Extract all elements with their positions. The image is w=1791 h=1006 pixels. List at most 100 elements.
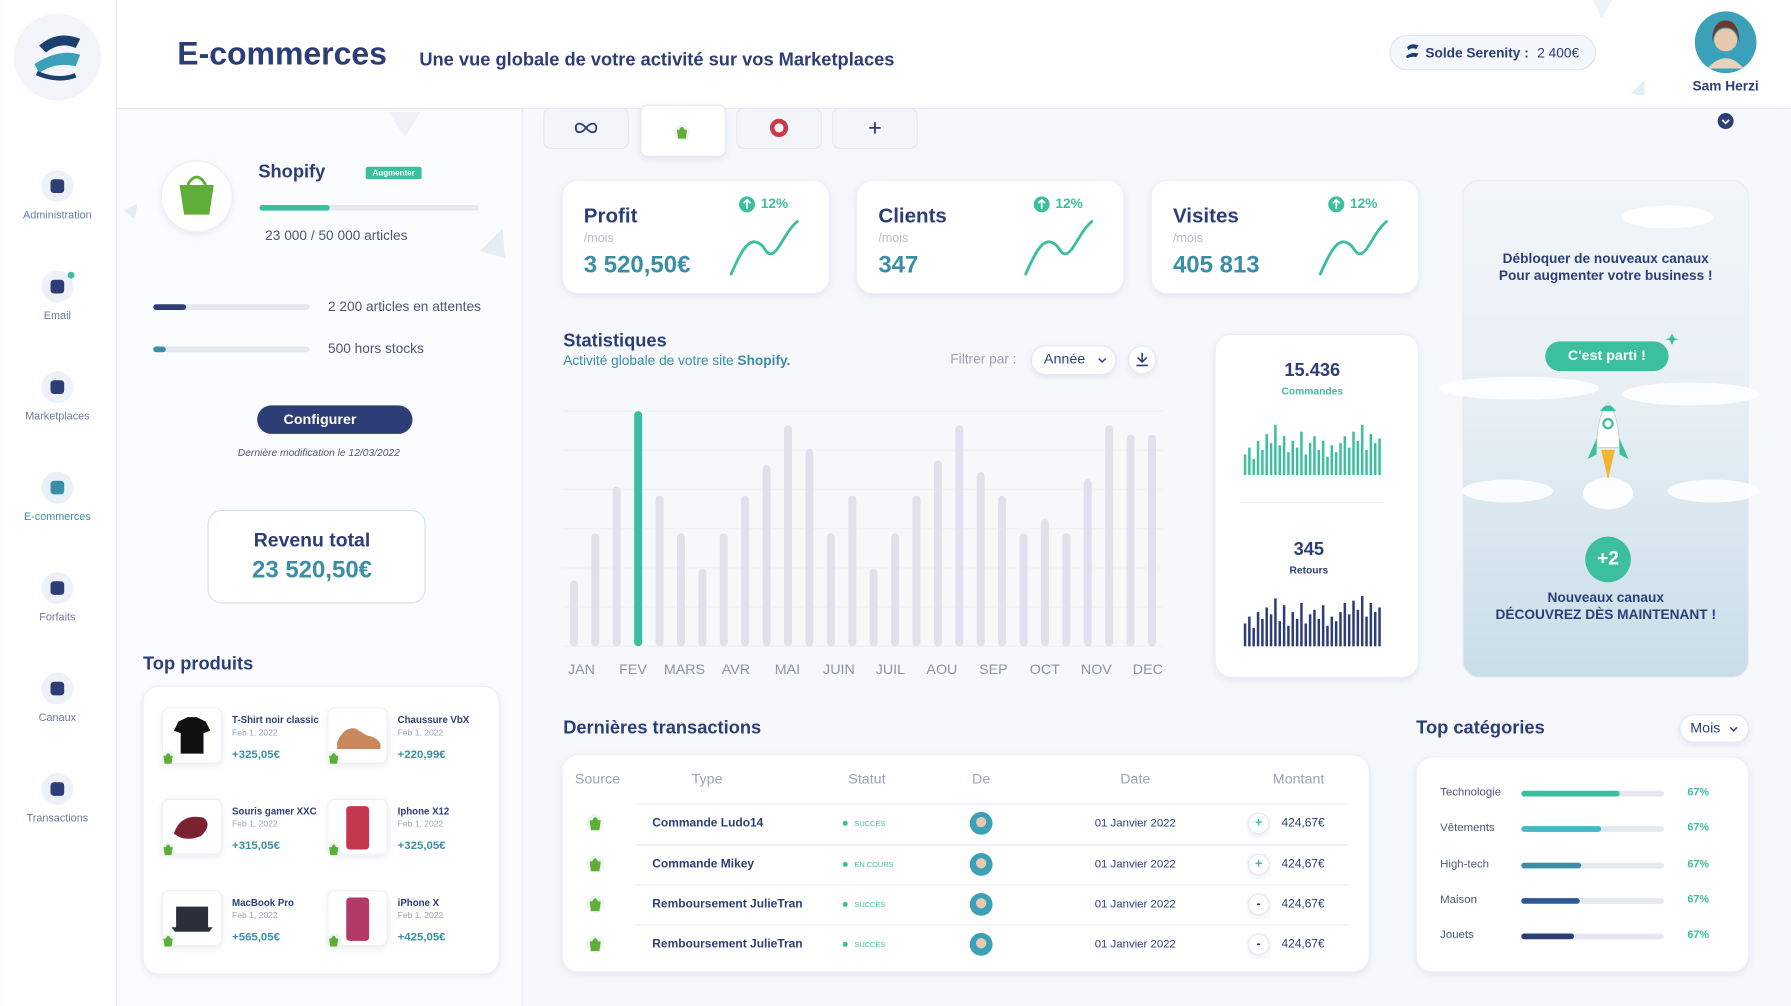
sign-badge <box>1247 812 1270 835</box>
column-header: Source <box>575 772 620 788</box>
configure-button[interactable] <box>257 405 413 434</box>
chart-title: Statistiques <box>563 329 667 350</box>
badge[interactable] <box>365 166 422 180</box>
mini-bar <box>1261 618 1264 647</box>
x-tick-label: AVR <box>722 662 750 678</box>
user-name: Sam Herzi <box>1693 78 1759 93</box>
products-card <box>142 685 500 975</box>
kpi-sparkline <box>729 220 799 276</box>
decor <box>479 228 505 259</box>
transaction-type: Remboursement JulieTran <box>652 937 802 951</box>
promo-button[interactable] <box>1545 341 1669 372</box>
sender-face <box>976 938 987 949</box>
mini-bar <box>1295 447 1299 476</box>
nav-label[interactable]: Email <box>44 310 71 322</box>
bar <box>1019 533 1028 647</box>
bar <box>569 580 578 647</box>
mini-bar <box>1347 614 1351 647</box>
bar <box>1062 533 1071 647</box>
nav-label[interactable]: Transactions <box>27 813 89 825</box>
filter-value: Année <box>1044 351 1085 367</box>
kpi-value: 3 520,50€ <box>584 251 691 278</box>
product-price: +220,99€ <box>398 749 447 761</box>
nav-label[interactable]: Canaux <box>39 712 77 724</box>
notification-dot <box>67 271 75 279</box>
period-select[interactable] <box>1679 714 1750 743</box>
product-date: Feb 1, 2022 <box>232 819 278 829</box>
bar <box>1126 434 1135 647</box>
user-menu[interactable] <box>1717 113 1734 130</box>
period-value: Mois <box>1690 720 1720 736</box>
mini-bar <box>1308 443 1312 476</box>
shopify-icon <box>163 935 173 947</box>
sender-face <box>976 858 987 869</box>
product-date: Feb 1, 2022 <box>232 727 278 737</box>
last-modified: Dernière modification le 12/03/2022 <box>238 448 400 459</box>
page-title: E-commerces <box>177 35 387 71</box>
product-name: iPhone X <box>398 898 440 909</box>
bar <box>784 425 793 647</box>
nav-glyph <box>50 480 65 495</box>
rocket-window <box>1602 417 1614 430</box>
column-header: Statut <box>848 772 885 788</box>
articles-progress <box>259 204 330 211</box>
product-illustration <box>173 816 208 839</box>
category-progress <box>1521 933 1575 940</box>
column-header: Montant <box>1273 772 1325 788</box>
chart-subtitle: Activité globale de votre site Shopify. <box>563 352 790 367</box>
mini-bar <box>1265 433 1268 476</box>
mini-bar <box>1352 600 1355 647</box>
shopify-icon <box>589 898 601 912</box>
pending-label: 2 200 articles en attentes <box>328 299 481 314</box>
shopify-icon <box>329 753 339 764</box>
bar <box>1083 479 1092 647</box>
decor <box>388 111 421 138</box>
balance-pill[interactable] <box>1389 34 1597 71</box>
bar <box>591 533 600 647</box>
orders-value: 15.436 <box>1284 359 1340 380</box>
pending-progress <box>153 304 187 311</box>
category-name: High-tech <box>1440 858 1489 870</box>
x-tick-label: JAN <box>568 662 595 678</box>
x-tick-label: FEV <box>619 662 647 678</box>
nav-label[interactable]: Forfaits <box>39 612 76 624</box>
column-header: Date <box>1120 772 1150 788</box>
badge-label: Augmenter <box>373 169 415 178</box>
download-icon <box>1136 352 1148 367</box>
revenue-card <box>207 509 426 604</box>
x-tick-label: AOU <box>926 662 957 678</box>
mini-bar <box>1269 443 1273 476</box>
sign-badge <box>1247 853 1270 876</box>
mini-bar <box>1378 607 1381 647</box>
mini-bar <box>1356 440 1360 476</box>
mini-bar <box>1248 447 1251 476</box>
mini-bar <box>1252 628 1255 647</box>
nav-label[interactable]: Administration <box>23 210 92 222</box>
x-tick-label: OCT <box>1030 662 1060 678</box>
star <box>1665 333 1679 345</box>
mini-bar <box>1313 436 1316 476</box>
mini-bar <box>1278 445 1282 476</box>
transaction-date: 01 Janvier 2022 <box>1095 817 1176 829</box>
transaction-status: SUCCÈS <box>854 819 885 828</box>
transaction-status: EN COURS <box>854 860 893 869</box>
rocket-nose <box>1600 405 1617 412</box>
filter-select[interactable] <box>1030 345 1117 376</box>
mini-bar <box>1343 436 1347 476</box>
nav-label[interactable]: E-commerces <box>24 511 91 523</box>
bar <box>912 495 921 647</box>
product-name: MacBook Pro <box>232 898 294 909</box>
bar <box>826 533 835 647</box>
transaction-type: Commande Mikey <box>652 857 754 871</box>
nav-label[interactable]: Marketplaces <box>25 411 90 423</box>
mini-bar <box>1339 443 1342 476</box>
configure-label[interactable]: Configurer <box>284 412 357 428</box>
promo-button-label[interactable]: C'est parti ! <box>1568 348 1646 364</box>
mini-bar <box>1261 449 1264 476</box>
transaction-status: SUCCÈS <box>854 940 885 949</box>
balance-label: Solde Serenity : <box>1425 45 1528 60</box>
nav-glyph <box>50 380 65 394</box>
product-price: +325,05€ <box>232 749 281 761</box>
revenue-label: Revenu total <box>254 529 370 551</box>
